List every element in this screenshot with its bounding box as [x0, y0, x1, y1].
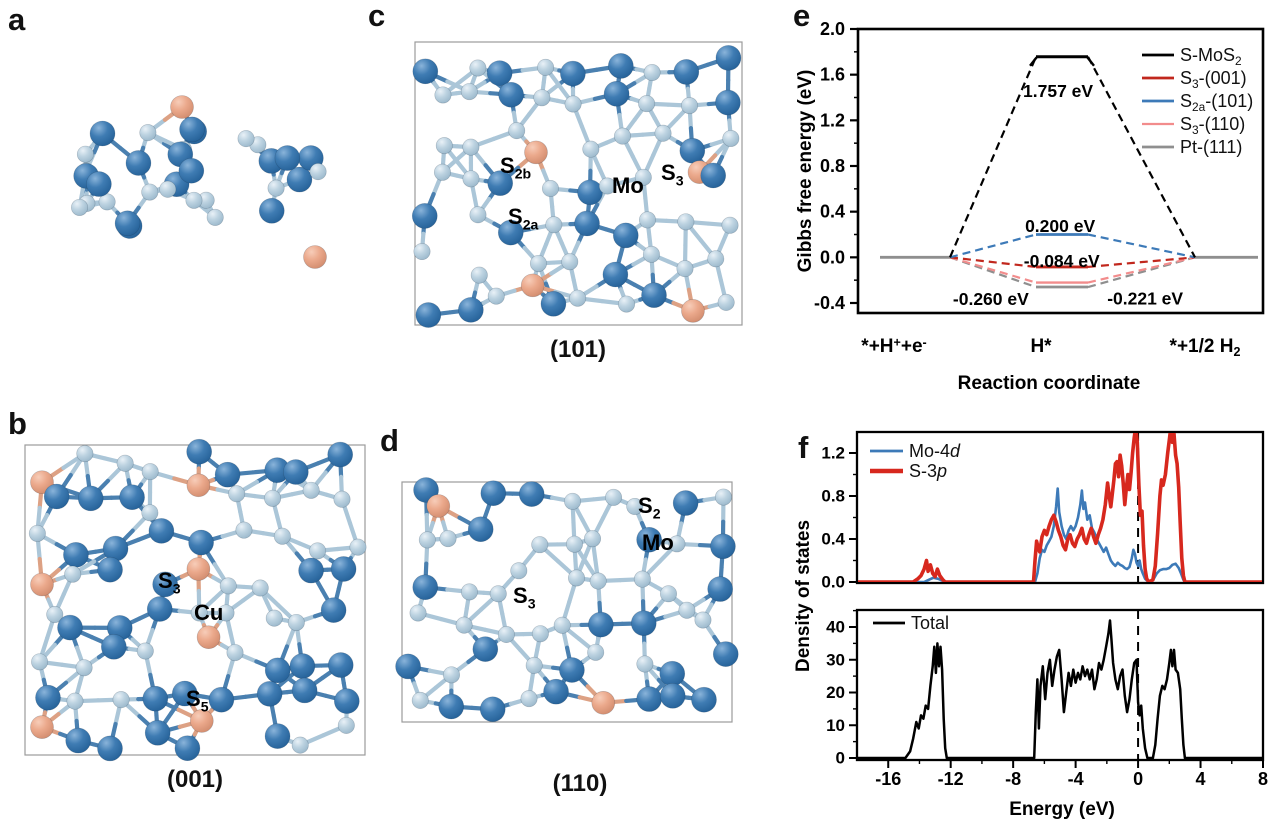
svg-text:0.4: 0.4: [821, 530, 845, 549]
atom-label-S3: S3: [158, 568, 181, 597]
gibbs-legend: S-MoS2​S3​-(001)S2a​-(101)S3​-(110)Pt-(1…: [1142, 45, 1253, 157]
svg-text:2.0: 2.0: [820, 19, 845, 39]
dos-y-ticks-bottom: 0 10 20 30 40: [826, 609, 857, 768]
dos-frame-top: [855, 430, 1265, 585]
svg-text:S2a​-(101): S2a​-(101): [1180, 91, 1253, 114]
svg-text:-8: -8: [1005, 769, 1021, 789]
panel-f-letter: f: [798, 430, 809, 465]
panel-b-caption: (001): [166, 766, 224, 793]
gibbs-y-axis-label: Gibbs free energy (eV): [795, 69, 816, 273]
panel-b-letter: b: [8, 406, 27, 441]
atom-label-Mo: Mo: [612, 173, 644, 198]
dos-legend-top: Mo-4dS-3p: [870, 441, 961, 481]
molecule-a-structure: [71, 95, 327, 269]
panel-c-caption: (101): [549, 336, 607, 363]
svg-text:0.4: 0.4: [820, 202, 845, 222]
gibbs-x-axis-label: Reaction coordinate: [957, 373, 1141, 394]
svg-text:-12: -12: [938, 769, 964, 789]
svg-text:Pt-(111): Pt-(111): [1180, 137, 1242, 157]
mol-c-cell-frame: [414, 41, 743, 326]
svg-text:Total: Total: [911, 613, 949, 633]
svg-text:1.757 eV: 1.757 eV: [1023, 81, 1093, 101]
panel-e-letter: e: [793, 0, 811, 33]
mol-a-atoms: [71, 95, 327, 269]
svg-text:0: 0: [836, 749, 845, 768]
gibbs-frame: [856, 27, 1265, 315]
mol-b-atoms: [28, 438, 367, 762]
atom-label-S5: S5: [186, 686, 209, 715]
svg-text:-0.260 eV: -0.260 eV: [953, 289, 1029, 309]
atom-label-S2b: S2b: [500, 153, 532, 182]
mol-d-atoms: [395, 477, 739, 723]
panel-b: b (001) S3 Cu S5: [0, 400, 380, 827]
svg-text:30: 30: [826, 650, 845, 669]
panel-d: d (110) S2 Mo S3: [370, 420, 780, 827]
svg-text:0.0: 0.0: [821, 573, 845, 592]
svg-text:S3​-(110): S3​-(110): [1180, 114, 1245, 137]
svg-text:S3​-(001): S3​-(001): [1180, 68, 1247, 91]
svg-text:0.0: 0.0: [820, 247, 845, 267]
molecule-c-structure: [411, 41, 743, 328]
svg-text:*+H+​+e-​: *+H+​+e-​: [861, 335, 926, 357]
panel-d-caption: (110): [552, 770, 608, 797]
dos-y-ticks-top: 0.0 0.4 0.8 1.2: [821, 444, 857, 592]
svg-text:1.2: 1.2: [820, 110, 845, 130]
svg-text:-0.084 eV: -0.084 eV: [1024, 251, 1100, 271]
svg-text:0.200 eV: 0.200 eV: [1025, 216, 1095, 236]
panel-f: 0.0 0.4 0.8 1.2 Mo-4d S-3p 0 10 20 30 40 Total -16 -1…: [790, 420, 1268, 827]
svg-text:-0.4: -0.4: [814, 293, 845, 313]
atom-label-S3: S3: [661, 160, 684, 189]
svg-text:20: 20: [826, 683, 845, 702]
mol-d-cell-frame: [401, 481, 733, 723]
svg-text:0.8: 0.8: [820, 156, 845, 176]
dos-x-ticks: -16 -12 -8 -4 0 4 8: [875, 760, 1268, 789]
svg-text:0: 0: [1133, 769, 1143, 789]
mol-c-atoms: [411, 45, 742, 328]
dos-series-S-3p: [858, 433, 1262, 582]
atom-label-S2: S2: [638, 493, 661, 522]
svg-text:40: 40: [826, 618, 845, 637]
atom-label-Mo: Mo: [642, 530, 674, 555]
panel-c: c (101) S2b Mo S3 S2a: [360, 0, 780, 400]
svg-text:H*: H*: [1030, 336, 1052, 357]
panel-a: a: [0, 0, 360, 400]
panel-a-letter: a: [8, 2, 26, 37]
panel-c-letter: c: [368, 0, 386, 33]
molecule-d-structure: [395, 477, 739, 723]
dos-legend-bottom: Total: [873, 613, 949, 633]
dos-frame-bottom: [855, 608, 1265, 762]
svg-text:-4: -4: [1068, 769, 1084, 789]
atom-label-S2a: S2a: [508, 204, 539, 233]
svg-text:8: 8: [1258, 769, 1268, 789]
svg-text:-16: -16: [875, 769, 901, 789]
svg-text:S-MoS2​: S-MoS2​: [1180, 45, 1242, 68]
svg-text:1.2: 1.2: [821, 444, 845, 463]
svg-text:-0.221 eV: -0.221 eV: [1107, 289, 1183, 309]
svg-text:*+1/2 H2​: *+1/2 H2​: [1170, 336, 1241, 359]
svg-text:1.6: 1.6: [820, 65, 845, 85]
molecule-b-structure: [24, 438, 367, 762]
gibbs-free-energy-chart: 2.0 1.6 1.2 0.8 0.4 0.0 -0.4 *+H+​+e-​ H* *+1/2 H…: [814, 19, 1265, 359]
gibbs-levels: [880, 55, 1258, 289]
dos-series-Total: [858, 619, 1262, 759]
dos-y-axis-label: Density of states: [793, 519, 814, 673]
svg-text:Mo-4d: Mo-4d: [909, 441, 961, 461]
svg-text:4: 4: [1196, 769, 1206, 789]
dos-x-axis-label: Energy (eV): [1009, 799, 1115, 820]
gibbs-y-ticks: 2.0 1.6 1.2 0.8 0.4 0.0 -0.4: [814, 19, 858, 313]
svg-text:S-3p: S-3p: [909, 461, 947, 481]
atom-label-Cu: Cu: [194, 600, 224, 625]
svg-text:10: 10: [826, 716, 845, 735]
panel-e: 2.0 1.6 1.2 0.8 0.4 0.0 -0.4 *+H+​+e-​ H* *+1/2 H…: [790, 0, 1268, 400]
panel-d-letter: d: [380, 423, 399, 458]
gibbs-x-categories: *+H+​+e-​ H* *+1/2 H2​: [861, 335, 1240, 359]
atom-label-S3: S3: [513, 583, 536, 612]
svg-text:0.8: 0.8: [821, 487, 845, 506]
gibbs-annotations: 1.757 eV 0.200 eV -0.084 eV -0.260 eV -0.221…: [953, 81, 1184, 309]
